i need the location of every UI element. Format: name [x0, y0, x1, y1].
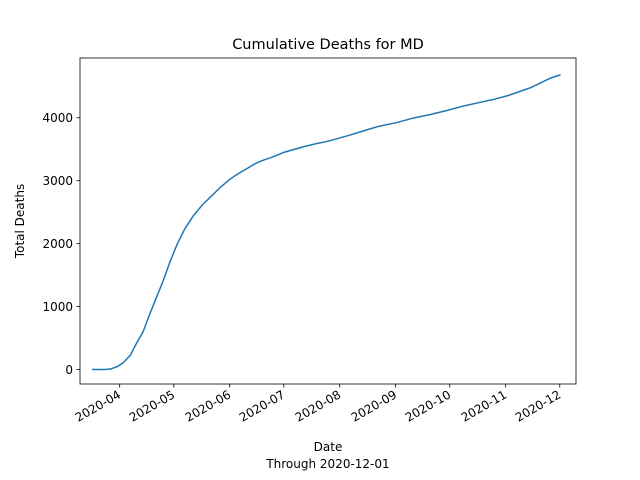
x-axis-label: Date [314, 440, 343, 454]
chart-title: Cumulative Deaths for MD [232, 37, 424, 53]
y-tick-label-2: 2000 [42, 237, 73, 251]
y-tick-label-0: 0 [65, 363, 73, 377]
series-line-0 [91, 74, 561, 371]
y-tick-label-4: 4000 [42, 111, 73, 125]
axes-frame [79, 57, 577, 385]
y-tick-label-1: 1000 [42, 300, 73, 314]
x-axis-sublabel: Through 2020-12-01 [265, 457, 389, 471]
plot-area [79, 57, 577, 385]
y-axis-label: Total Deaths [13, 184, 27, 259]
y-tick-label-3: 3000 [42, 174, 73, 188]
